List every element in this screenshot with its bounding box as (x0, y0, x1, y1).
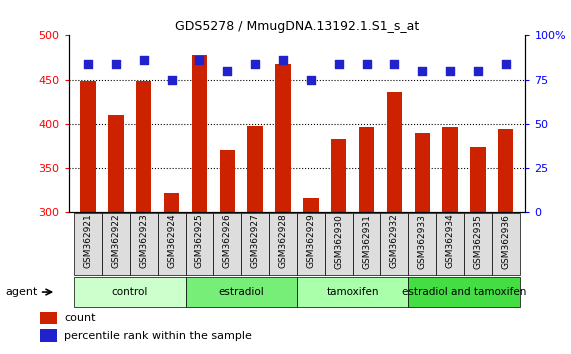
Text: GSM362922: GSM362922 (111, 214, 120, 268)
Text: estradiol and tamoxifen: estradiol and tamoxifen (402, 287, 526, 297)
Bar (387, 92, 402, 212)
Text: GSM362926: GSM362926 (223, 214, 232, 268)
Text: GSM362936: GSM362936 (501, 213, 510, 269)
Point (334, 61, 343, 67)
Text: GSM362925: GSM362925 (195, 214, 204, 268)
FancyBboxPatch shape (102, 213, 130, 275)
Bar (108, 115, 123, 212)
Text: GSM362928: GSM362928 (279, 214, 287, 268)
Bar (275, 64, 291, 212)
FancyBboxPatch shape (297, 213, 325, 275)
FancyBboxPatch shape (436, 213, 464, 275)
Text: GSM362923: GSM362923 (139, 214, 148, 268)
Text: control: control (111, 287, 148, 297)
Text: GSM362935: GSM362935 (473, 213, 482, 269)
Text: GSM362932: GSM362932 (390, 214, 399, 268)
FancyBboxPatch shape (130, 213, 158, 275)
FancyBboxPatch shape (353, 213, 380, 275)
FancyBboxPatch shape (158, 213, 186, 275)
Bar (192, 55, 207, 212)
FancyBboxPatch shape (325, 213, 353, 275)
Text: GSM362921: GSM362921 (83, 214, 93, 268)
Point (195, 57, 204, 63)
FancyBboxPatch shape (269, 213, 297, 275)
Bar (247, 126, 263, 212)
Point (390, 61, 399, 67)
Point (362, 61, 371, 67)
Text: count: count (64, 313, 96, 323)
Point (139, 57, 148, 63)
FancyBboxPatch shape (74, 213, 102, 275)
FancyBboxPatch shape (408, 213, 436, 275)
Bar (359, 127, 374, 212)
Bar (164, 193, 179, 212)
Text: GSM362933: GSM362933 (418, 213, 427, 269)
FancyBboxPatch shape (214, 213, 241, 275)
Bar (303, 198, 319, 212)
Point (418, 68, 427, 74)
Bar (415, 133, 430, 212)
Title: GDS5278 / MmugDNA.13192.1.S1_s_at: GDS5278 / MmugDNA.13192.1.S1_s_at (175, 20, 419, 33)
FancyBboxPatch shape (74, 277, 186, 307)
FancyBboxPatch shape (380, 213, 408, 275)
Point (83, 61, 93, 67)
FancyBboxPatch shape (186, 277, 297, 307)
Bar (498, 129, 513, 212)
Bar (81, 81, 96, 212)
Text: GSM362924: GSM362924 (167, 214, 176, 268)
Text: GSM362934: GSM362934 (445, 214, 455, 268)
Text: agent: agent (6, 287, 38, 297)
FancyBboxPatch shape (464, 213, 492, 275)
Bar (40, 329, 57, 342)
Bar (136, 80, 151, 212)
Point (223, 68, 232, 74)
Text: GSM362927: GSM362927 (251, 214, 260, 268)
Point (473, 68, 482, 74)
Text: tamoxifen: tamoxifen (327, 287, 379, 297)
Point (251, 61, 260, 67)
FancyBboxPatch shape (408, 277, 520, 307)
FancyBboxPatch shape (297, 277, 408, 307)
Point (167, 77, 176, 82)
Text: GSM362930: GSM362930 (334, 213, 343, 269)
Bar (443, 127, 458, 212)
Text: percentile rank within the sample: percentile rank within the sample (64, 331, 252, 341)
Point (111, 61, 120, 67)
Bar (40, 312, 57, 324)
Text: GSM362931: GSM362931 (362, 213, 371, 269)
Text: GSM362929: GSM362929 (307, 214, 315, 268)
Point (279, 57, 288, 63)
Text: estradiol: estradiol (218, 287, 264, 297)
Bar (331, 139, 347, 212)
Point (306, 77, 315, 82)
Bar (471, 147, 485, 212)
Point (445, 68, 455, 74)
FancyBboxPatch shape (492, 213, 520, 275)
Point (501, 61, 510, 67)
FancyBboxPatch shape (186, 213, 214, 275)
Bar (220, 150, 235, 212)
FancyBboxPatch shape (241, 213, 269, 275)
